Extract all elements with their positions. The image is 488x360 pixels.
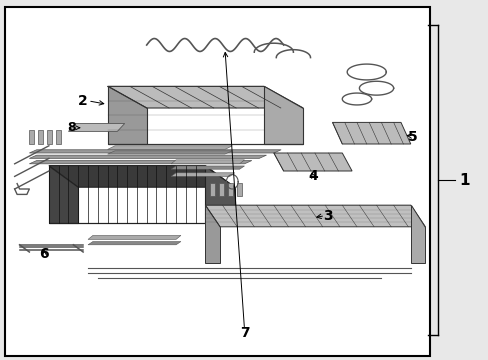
Polygon shape [107,86,303,108]
Polygon shape [68,123,124,131]
Bar [47,130,52,144]
Bar [38,130,43,144]
Text: 6: 6 [39,247,49,261]
Bar [227,183,232,196]
Polygon shape [88,242,181,245]
Polygon shape [273,153,351,171]
Polygon shape [205,205,425,227]
Text: 8: 8 [67,121,76,134]
Text: 4: 4 [307,170,317,183]
Polygon shape [49,166,78,223]
Bar [236,183,241,196]
Polygon shape [29,161,251,164]
Text: 7: 7 [239,326,249,340]
Polygon shape [107,86,146,144]
Bar [210,183,215,196]
Polygon shape [410,205,425,263]
Text: 5: 5 [407,130,417,144]
Text: 3: 3 [322,209,332,223]
Polygon shape [49,166,234,187]
Polygon shape [171,160,244,164]
Bar [56,130,61,144]
Text: 1: 1 [458,172,469,188]
Polygon shape [107,146,232,149]
Text: 2: 2 [78,94,88,108]
Bar [5,7,429,356]
Bar [29,130,34,144]
Polygon shape [88,235,181,239]
Polygon shape [171,173,234,176]
Polygon shape [332,122,410,144]
Polygon shape [205,205,220,263]
Polygon shape [29,150,281,153]
Polygon shape [264,86,303,144]
Polygon shape [205,166,234,223]
Polygon shape [107,151,232,154]
Bar [219,183,224,196]
Polygon shape [171,166,244,169]
Polygon shape [29,155,266,158]
